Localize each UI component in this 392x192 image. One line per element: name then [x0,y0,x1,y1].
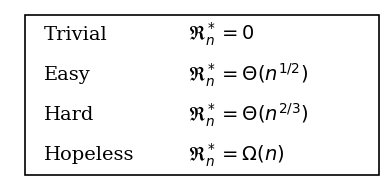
Text: Hopeless: Hopeless [44,146,135,164]
Text: $\mathfrak{R}_n^* = \Theta(n^{2/3})$: $\mathfrak{R}_n^* = \Theta(n^{2/3})$ [188,101,309,129]
Text: Hard: Hard [44,106,94,124]
Text: $\mathfrak{R}_n^* = \Theta(n^{1/2})$: $\mathfrak{R}_n^* = \Theta(n^{1/2})$ [188,61,308,89]
Text: Easy: Easy [44,66,91,84]
Text: Trivial: Trivial [44,26,108,44]
FancyBboxPatch shape [25,15,379,175]
Text: $\mathfrak{R}_n^* = \Omega(n)$: $\mathfrak{R}_n^* = \Omega(n)$ [188,142,285,169]
Text: $\mathfrak{R}_n^* = 0$: $\mathfrak{R}_n^* = 0$ [188,21,255,48]
